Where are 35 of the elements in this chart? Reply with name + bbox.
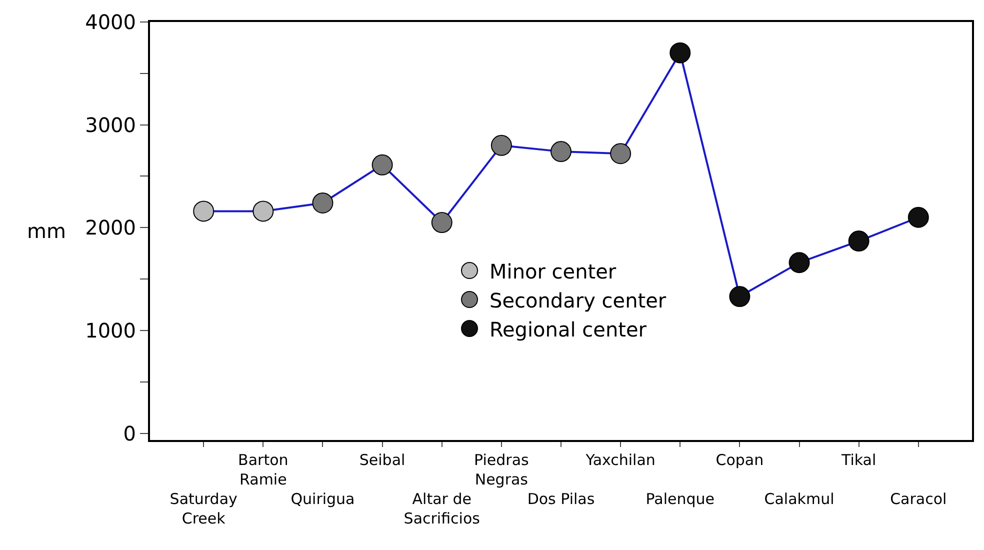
y-tick-label: 0 bbox=[123, 421, 136, 446]
point bbox=[252, 200, 274, 222]
x-tick-label: Yaxchilan bbox=[584, 451, 656, 469]
x-tick-label: Dos Pilas bbox=[527, 490, 595, 508]
point bbox=[193, 200, 214, 222]
point bbox=[312, 192, 334, 214]
x-tick-label: Copan bbox=[716, 451, 764, 469]
x-tick-label: Caracol bbox=[890, 490, 947, 508]
point bbox=[372, 154, 393, 176]
point bbox=[908, 206, 929, 228]
y-tick-label: 1000 bbox=[85, 318, 136, 342]
x-tick-label: Tikal bbox=[840, 451, 876, 469]
x-tick-label: Quirigua bbox=[290, 490, 355, 508]
point bbox=[788, 252, 810, 274]
x-tick-label: Palenque bbox=[646, 490, 714, 508]
point bbox=[848, 230, 870, 252]
y-axis-title: mm bbox=[27, 219, 66, 243]
legend-label: Secondary center bbox=[490, 288, 667, 312]
x-tick-label: Barton Ramie bbox=[238, 451, 288, 488]
point bbox=[670, 42, 691, 64]
x-tick-label: Altar de Sacrificios bbox=[404, 490, 480, 528]
x-tick-label: Seibal bbox=[359, 451, 406, 469]
x-tick-label: Piedras Negras bbox=[474, 451, 530, 488]
point bbox=[550, 141, 572, 162]
point bbox=[610, 143, 632, 164]
y-tick-label: 4000 bbox=[85, 10, 136, 34]
point bbox=[490, 134, 512, 156]
y-tick-label: 2000 bbox=[85, 216, 136, 240]
x-tick-label: Calakmul bbox=[764, 490, 834, 508]
legend-label: Minor center bbox=[490, 259, 617, 284]
x-tick-label: Saturday Creek bbox=[170, 490, 238, 528]
point bbox=[431, 212, 452, 234]
point bbox=[729, 286, 750, 308]
legend-label: Regional center bbox=[490, 317, 648, 342]
y-tick-label: 3000 bbox=[85, 112, 136, 137]
